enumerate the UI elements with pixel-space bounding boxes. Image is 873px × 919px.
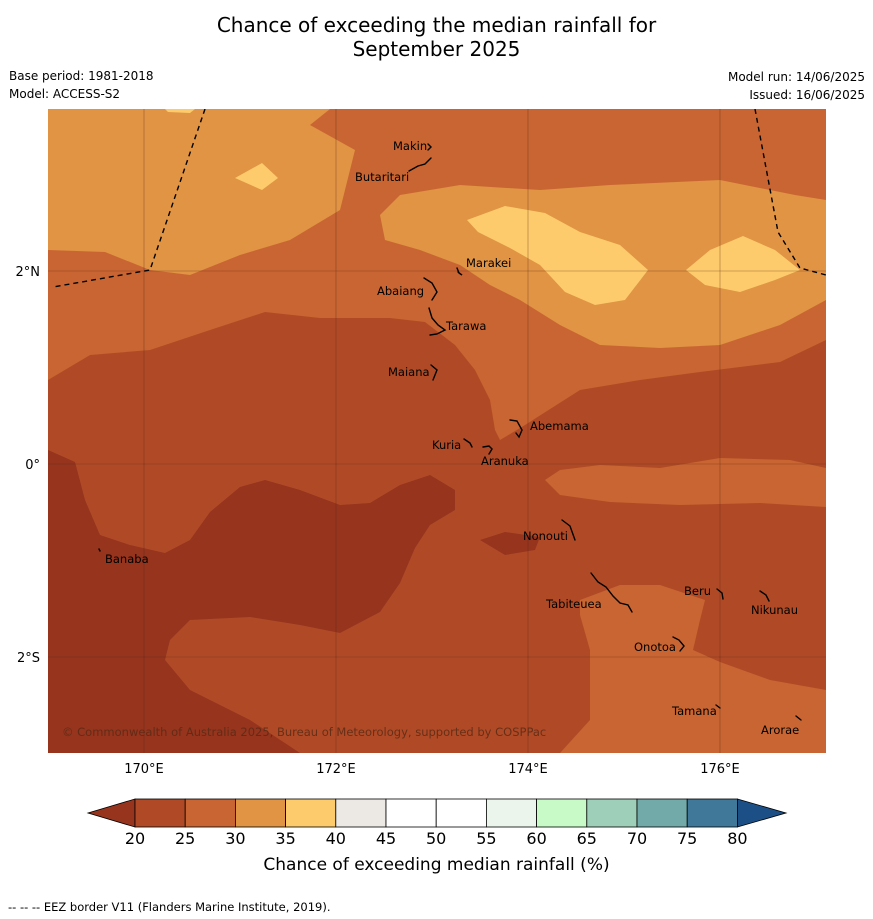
colorbar-box [385,798,437,828]
island-label-makin: Makin [393,139,427,153]
island-shape-aranuka [482,445,493,455]
colorbar-tick-label: 75 [677,829,698,848]
island-label-tabiteuea: Tabiteuea [545,597,602,611]
island-label-beru: Beru [684,584,711,598]
colorbar-tick-label: 80 [727,829,748,848]
colorbar-box [285,798,337,828]
contour-20-25 [48,312,826,753]
colorbar-box [686,798,738,828]
island-shape-makin [427,143,432,151]
eez-footnote: -- -- -- EEZ border V11 (Flanders Marine… [8,900,331,914]
island-shape-onotoa [672,636,685,652]
island-shape-maiana [430,364,438,381]
colorbar-box [536,798,588,828]
colorbar-tick-label: 70 [626,829,648,848]
model-name: Model: ACCESS-S2 [9,87,121,101]
copyright-notice: © Commonwealth of Australia 2025, Bureau… [62,725,546,739]
island-label-nonouti: Nonouti [523,529,568,543]
colorbar-box [485,798,537,828]
island-shape-banaba [98,548,101,552]
colorbar-extend-low [86,798,136,828]
contour-35-40-b [467,206,648,305]
model-run: Model run: 14/06/2025 [727,70,865,84]
colorbar-tick-label: 35 [275,829,296,848]
gridlines [48,109,826,753]
contour-35-40-d [165,109,195,113]
colorbar-label: Chance of exceeding median rainfall (%) [263,855,610,875]
island-label-onotoa: Onotoa [634,640,676,654]
island-shape-tabiteuea [590,572,633,613]
island-shape-tamana [715,704,721,709]
island-shape-abemama [509,419,523,439]
title-line-2: September 2025 [352,37,521,61]
island-label-marakei: Marakei [466,256,511,270]
lon-label-172e: 172°E [316,762,356,777]
island-label-tarawa: Tarawa [445,319,486,333]
colorbar-extend-high [737,798,788,828]
lat-label-2n: 2°N [16,265,41,280]
island-label-maiana: Maiana [388,365,430,379]
island-label-aranuka: Aranuka [481,454,529,468]
lon-label-170e: 170°E [124,762,164,777]
island-shape-abaiang [423,277,438,301]
island-shape-nonouti [561,519,576,541]
colorbar-box [134,798,186,828]
island-label-butaritari: Butaritari [355,170,409,184]
island-shape-nikunau [759,590,770,602]
colorbar [86,798,788,828]
colorbar-tick-label: 45 [375,829,397,848]
island-shape-marakei [456,267,463,276]
colorbar-box [586,798,638,828]
island-label-arorae: Arorae [761,723,799,737]
island-shape-tarawa [428,307,447,336]
lat-label-2s: 2°S [17,651,40,666]
island-shape-butaritari [408,157,432,172]
eez-border [52,109,826,288]
colorbar-box [184,798,236,828]
base-period: Base period: 1981-2018 [9,69,154,83]
issued-date: Issued: 16/06/2025 [749,88,865,102]
colorbar-tick-label: 25 [175,829,196,848]
island-label-nikunau: Nikunau [751,603,798,617]
colorbar-tick-label: 65 [576,829,597,848]
colorbar-tick-label: 55 [476,829,497,848]
colorbar-tick-label: 50 [426,829,447,848]
island-shapes [98,143,802,721]
island-shape-arorae [795,715,802,721]
contour-below-20-b [480,532,540,555]
island-shape-kuria [463,438,473,448]
lon-label-176e: 176°E [700,762,740,777]
title-line-1: Chance of exceeding the median rainfall … [216,13,657,37]
colorbar-box [335,798,387,828]
lon-label-174e: 174°E [508,762,548,777]
colorbar-box [435,798,487,828]
contour-35-40-a [235,163,278,190]
contour-35-40-c [686,236,800,292]
colorbar-tick-label: 20 [124,829,146,848]
contour-below-20 [48,450,455,753]
colorbar-tick-label: 30 [225,829,246,848]
map-contours: Makin Butaritari Marakei Abaiang Tarawa … [48,109,826,753]
colorbar-box [636,798,688,828]
rainfall-map: Makin Butaritari Marakei Abaiang Tarawa … [16,109,826,828]
island-shape-beru [716,588,724,600]
island-label-abemama: Abemama [530,419,589,433]
island-label-abaiang: Abaiang [377,284,424,298]
island-label-kuria: Kuria [432,438,461,452]
island-label-banaba: Banaba [105,552,149,566]
colorbar-box [234,798,286,828]
colorbar-tick-label: 60 [526,829,547,848]
lat-label-0: 0° [25,458,40,473]
island-label-tamana: Tamana [671,704,717,718]
colorbar-tick-label: 40 [325,829,346,848]
